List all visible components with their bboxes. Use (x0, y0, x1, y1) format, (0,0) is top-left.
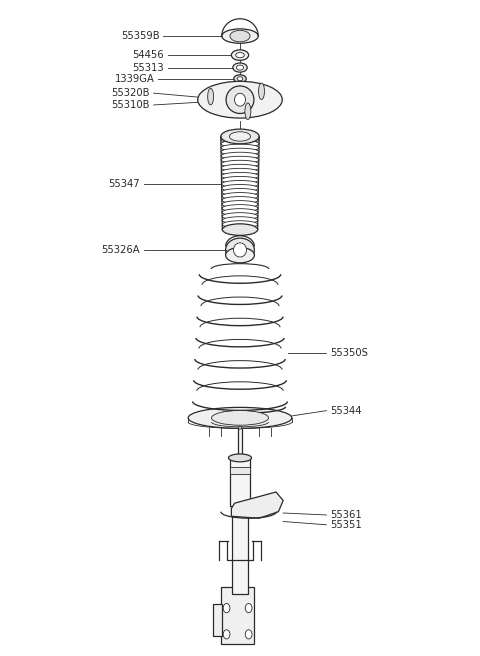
Ellipse shape (237, 77, 243, 81)
Ellipse shape (259, 83, 264, 100)
FancyBboxPatch shape (221, 587, 254, 644)
FancyBboxPatch shape (238, 428, 241, 458)
Ellipse shape (221, 169, 259, 176)
Ellipse shape (234, 75, 246, 83)
Ellipse shape (238, 426, 242, 429)
Ellipse shape (235, 93, 245, 106)
Ellipse shape (222, 205, 258, 212)
Ellipse shape (221, 136, 259, 143)
Text: 55310B: 55310B (111, 100, 150, 110)
Ellipse shape (222, 220, 258, 228)
Ellipse shape (201, 94, 279, 113)
Ellipse shape (222, 188, 258, 195)
Text: 55359B: 55359B (121, 31, 159, 41)
Ellipse shape (221, 173, 259, 180)
Ellipse shape (221, 140, 259, 148)
Ellipse shape (231, 50, 249, 60)
Polygon shape (231, 492, 283, 518)
Ellipse shape (229, 132, 251, 141)
Circle shape (245, 604, 252, 613)
FancyBboxPatch shape (232, 506, 248, 594)
Ellipse shape (222, 209, 258, 216)
Ellipse shape (221, 129, 259, 144)
Ellipse shape (221, 156, 259, 163)
Text: 55326A: 55326A (102, 245, 140, 255)
Text: 55313: 55313 (132, 62, 164, 73)
Circle shape (245, 630, 252, 639)
Text: 1339GA: 1339GA (115, 73, 155, 84)
Ellipse shape (221, 152, 259, 159)
Text: 55347: 55347 (108, 178, 140, 189)
Ellipse shape (236, 65, 244, 70)
Ellipse shape (226, 238, 254, 262)
Ellipse shape (228, 454, 252, 462)
Text: 55320B: 55320B (111, 88, 150, 98)
Ellipse shape (208, 89, 214, 105)
Ellipse shape (198, 81, 282, 118)
Ellipse shape (221, 148, 259, 155)
Ellipse shape (233, 63, 247, 72)
Text: 55350S: 55350S (330, 348, 368, 358)
FancyBboxPatch shape (230, 467, 250, 474)
Ellipse shape (212, 411, 268, 425)
FancyBboxPatch shape (213, 604, 222, 636)
Ellipse shape (222, 180, 258, 188)
Ellipse shape (222, 224, 258, 236)
Ellipse shape (222, 216, 258, 224)
Text: 55361: 55361 (330, 510, 362, 520)
Ellipse shape (236, 52, 244, 58)
Ellipse shape (222, 176, 258, 184)
Ellipse shape (222, 29, 258, 43)
Ellipse shape (188, 407, 292, 428)
Ellipse shape (221, 144, 259, 152)
Circle shape (223, 604, 230, 613)
Ellipse shape (230, 30, 250, 42)
Ellipse shape (222, 192, 258, 199)
Ellipse shape (222, 213, 258, 220)
Ellipse shape (226, 86, 254, 113)
Ellipse shape (222, 197, 258, 204)
Text: 55344: 55344 (330, 405, 362, 416)
Ellipse shape (222, 201, 258, 208)
Ellipse shape (226, 247, 254, 263)
Text: 54456: 54456 (132, 50, 164, 60)
Ellipse shape (221, 164, 259, 171)
Text: 55351: 55351 (330, 520, 362, 530)
Ellipse shape (245, 103, 251, 119)
Circle shape (223, 630, 230, 639)
Ellipse shape (221, 160, 259, 167)
Ellipse shape (233, 243, 247, 257)
FancyBboxPatch shape (230, 458, 250, 506)
Ellipse shape (222, 184, 258, 192)
